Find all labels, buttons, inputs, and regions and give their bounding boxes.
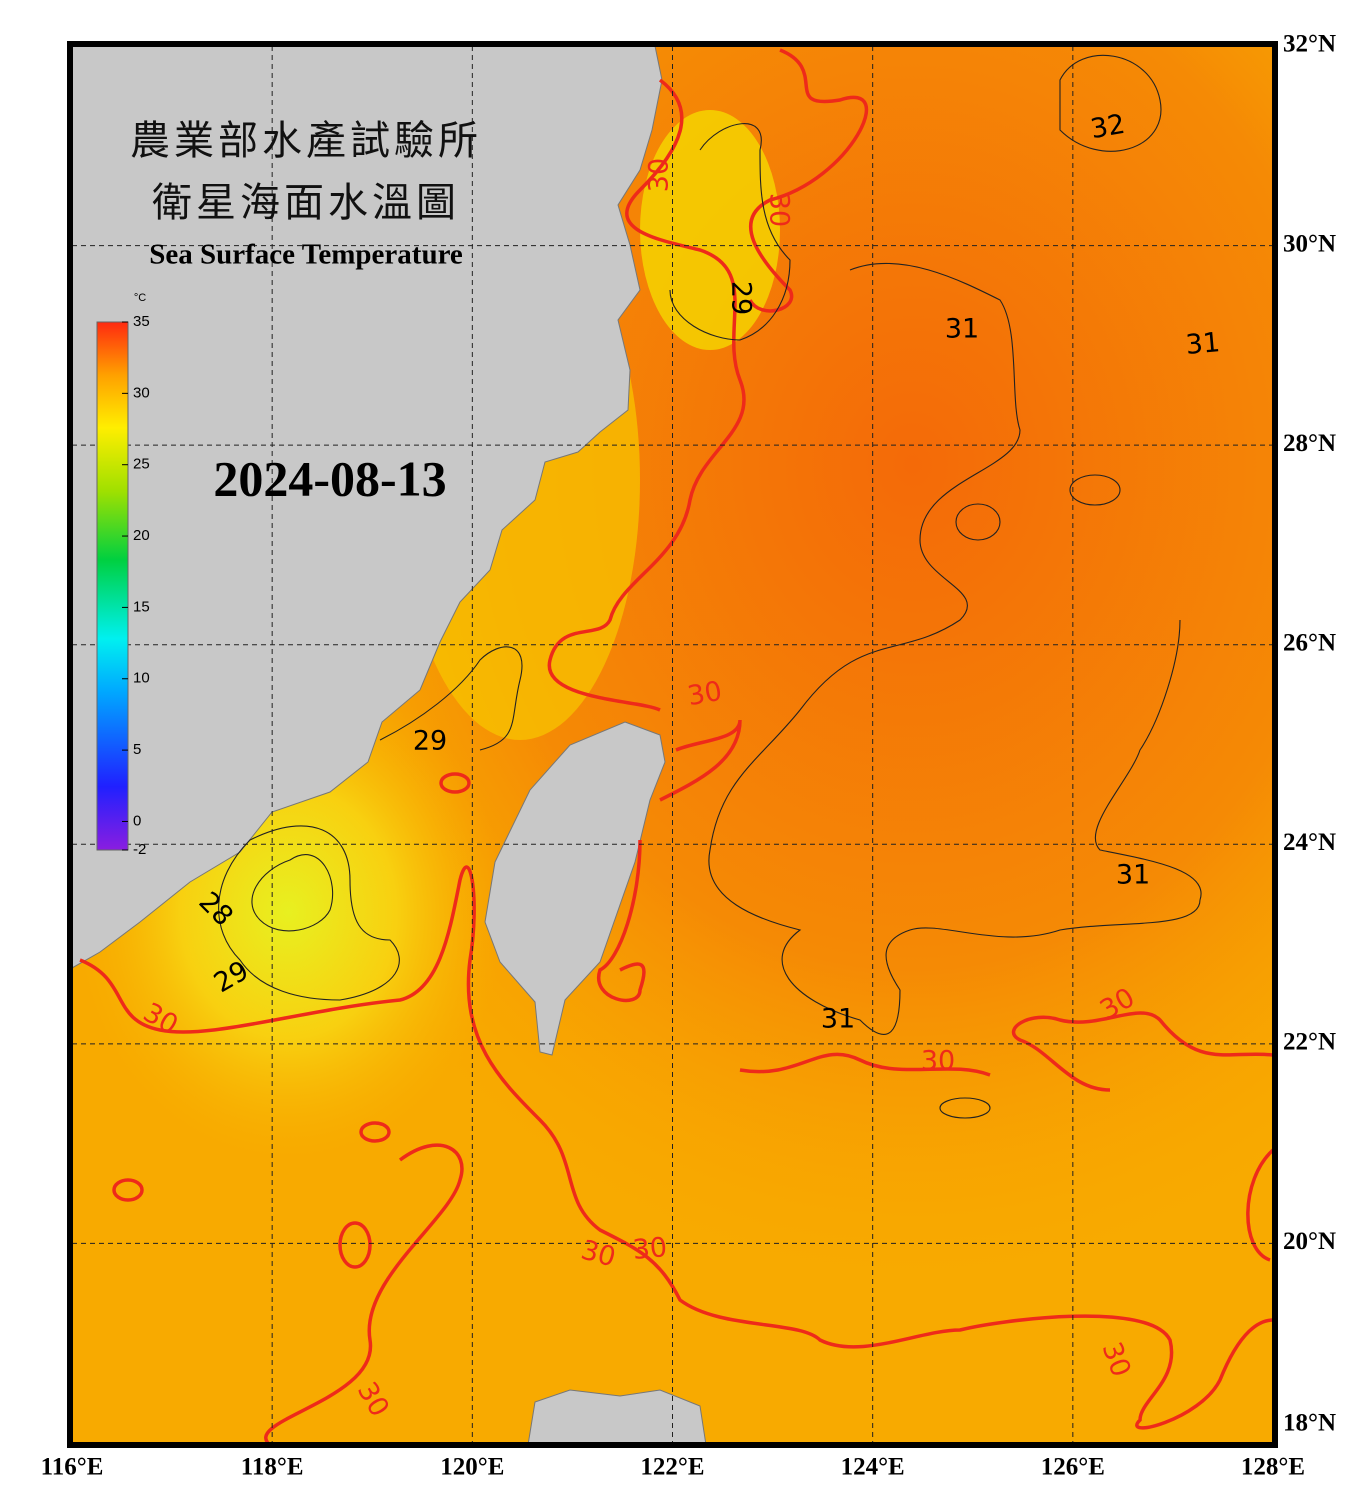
- contour-label: 32: [1088, 109, 1127, 145]
- lat-label: 22°N: [1283, 1029, 1336, 1056]
- lon-label: 124°E: [841, 1454, 905, 1481]
- colorbar-label: 30: [133, 384, 150, 401]
- title-zh: 農業部水產試驗所: [130, 118, 482, 164]
- colorbar-label: 20: [133, 527, 150, 544]
- contour-label: 30: [764, 193, 795, 227]
- lat-label: 24°N: [1283, 829, 1336, 856]
- isotherms-other: [218, 54, 1202, 1119]
- contour-label: 31: [1116, 860, 1150, 891]
- colorbar-unit: °C: [134, 292, 146, 304]
- lon-label: 118°E: [241, 1454, 304, 1481]
- lat-label: 26°N: [1283, 629, 1336, 656]
- contour-label: 29: [726, 281, 757, 315]
- lon-label: 116°E: [41, 1454, 104, 1481]
- lat-label: 32°N: [1283, 31, 1336, 58]
- colorbar-label: 35: [133, 313, 150, 330]
- contour-label: 29: [413, 726, 447, 757]
- title-zh: 衛星海面水溫圖: [152, 180, 460, 226]
- lon-label: 126°E: [1041, 1454, 1105, 1481]
- contour-label: 30: [921, 1046, 955, 1077]
- lat-label: 28°N: [1283, 430, 1336, 457]
- isotherms-30: [79, 48, 1273, 1443]
- contour-label: 31: [945, 314, 979, 345]
- contour-label: 30: [631, 1232, 668, 1266]
- contour-label: 30: [644, 158, 675, 192]
- title-en: Sea Surface Temperature: [149, 239, 463, 271]
- colorbar: [96, 321, 129, 851]
- colorbar-label: 15: [133, 598, 150, 615]
- lat-label: 20°N: [1283, 1228, 1336, 1255]
- lat-label: 18°N: [1283, 1410, 1336, 1437]
- colorbar-label: -2: [133, 841, 146, 858]
- land-china: [72, 46, 663, 969]
- land-taiwan: [484, 721, 666, 1056]
- lon-label: 122°E: [640, 1454, 704, 1481]
- contour-label: 31: [1184, 327, 1221, 361]
- land-luzon: [527, 1389, 707, 1443]
- colorbar-label: 10: [133, 670, 150, 687]
- colorbar-label: 25: [133, 456, 150, 473]
- lat-label: 30°N: [1283, 230, 1336, 257]
- lon-label: 120°E: [440, 1454, 504, 1481]
- map-area: [72, 46, 1273, 1443]
- contour-label: 31: [821, 1004, 855, 1035]
- map-frame: [67, 41, 1278, 1448]
- coastal-band: [640, 110, 780, 350]
- contour-label: 30: [685, 676, 724, 712]
- colorbar-label: 5: [133, 741, 141, 758]
- date: 2024-08-13: [213, 450, 446, 506]
- lon-label: 128°E: [1241, 1454, 1305, 1481]
- graticule: [72, 46, 1273, 1443]
- colorbar-label: 0: [133, 812, 141, 829]
